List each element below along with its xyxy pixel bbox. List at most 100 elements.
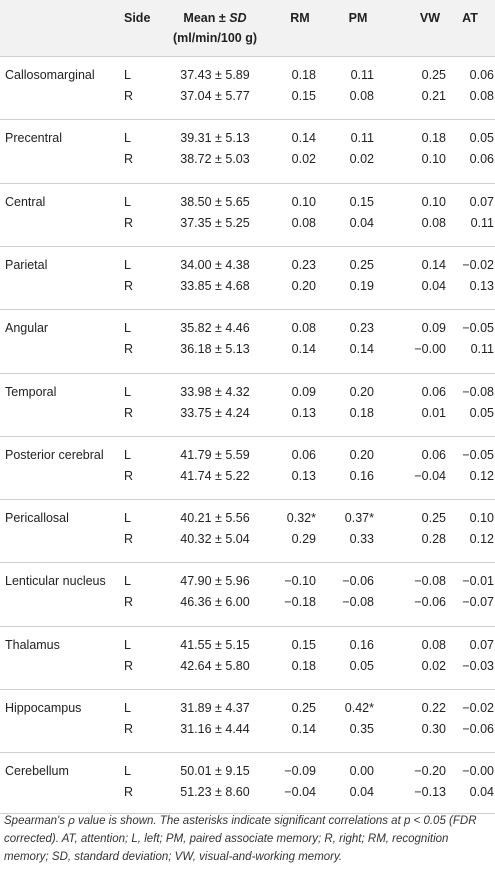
correlation: 0.13 bbox=[469, 278, 494, 293]
correlation: 0.16 bbox=[349, 637, 374, 652]
row-separator bbox=[0, 625, 495, 627]
correlation: 0.07 bbox=[469, 637, 494, 652]
correlation: −0.05 bbox=[462, 447, 494, 462]
mean-sd: 31.89 ± 4.37 bbox=[180, 701, 250, 715]
correlation: −0.06 bbox=[414, 595, 446, 610]
correlation: 0.25 bbox=[421, 68, 446, 82]
correlation: 0.11 bbox=[470, 215, 494, 230]
correlation: 0.23 bbox=[349, 321, 374, 336]
correlation: 0.20 bbox=[349, 384, 374, 399]
mean-sd: 41.79 ± 5.59 bbox=[180, 447, 250, 462]
row-separator bbox=[0, 499, 495, 501]
correlation: 0.25 bbox=[349, 257, 374, 272]
correlation: 0.37* bbox=[344, 511, 374, 526]
correlation: −0.03 bbox=[462, 658, 494, 673]
correlation: 0.08 bbox=[421, 215, 446, 230]
correlation: 0.07 bbox=[469, 194, 494, 209]
region-name: Thalamus bbox=[5, 637, 60, 652]
mean-sd: 37.43 ± 5.89 bbox=[180, 68, 250, 82]
side: L bbox=[124, 68, 131, 82]
correlation: −0.00 bbox=[414, 342, 446, 357]
side: R bbox=[124, 215, 134, 230]
header-measure: AT bbox=[462, 11, 478, 25]
correlation: 0.04 bbox=[349, 785, 374, 800]
correlation: 0.18 bbox=[291, 68, 316, 82]
correlation: 0.18 bbox=[421, 131, 446, 146]
mean-sd: 38.50 ± 5.65 bbox=[180, 194, 250, 209]
correlation: 0.14 bbox=[421, 257, 446, 272]
mean-sd: 35.82 ± 4.46 bbox=[180, 321, 250, 336]
correlation: 0.02 bbox=[349, 152, 374, 167]
region-name: Temporal bbox=[5, 384, 57, 399]
correlation: 0.35 bbox=[349, 722, 374, 736]
region-name: Angular bbox=[5, 321, 49, 336]
mean-sd: 33.75 ± 4.24 bbox=[180, 405, 250, 420]
correlation: 0.06 bbox=[469, 68, 494, 82]
region-name: Hippocampus bbox=[5, 701, 82, 715]
side: L bbox=[124, 131, 131, 146]
correlation: 0.25 bbox=[421, 511, 446, 526]
correlation: 0.06 bbox=[469, 152, 494, 167]
side: R bbox=[124, 405, 134, 420]
header-background bbox=[0, 0, 495, 56]
correlation: 0.13 bbox=[291, 405, 316, 420]
header-measure: RM bbox=[290, 11, 310, 25]
correlation: 0.16 bbox=[349, 468, 374, 483]
correlation: 0.08 bbox=[349, 89, 374, 103]
correlation: −0.09 bbox=[284, 764, 316, 779]
correlation: 0.04 bbox=[349, 215, 374, 230]
side: R bbox=[124, 152, 134, 167]
row-separator bbox=[0, 245, 495, 247]
row-separator bbox=[0, 309, 495, 311]
row-separator bbox=[0, 689, 495, 690]
correlation: −0.06 bbox=[342, 574, 374, 589]
footnote: Spearman's ρ value is shown. The asteris… bbox=[4, 815, 477, 863]
correlation: 0.33 bbox=[349, 532, 374, 547]
row-separator bbox=[0, 435, 495, 437]
region-name: Cerebellum bbox=[5, 764, 69, 779]
correlation: 0.09 bbox=[291, 384, 316, 399]
mean-sd: 31.16 ± 4.44 bbox=[180, 722, 250, 736]
side: L bbox=[124, 321, 131, 336]
mean-sd: 40.21 ± 5.56 bbox=[180, 511, 250, 526]
row-separator bbox=[0, 56, 495, 57]
region-name: Lenticular nucleus bbox=[5, 574, 106, 589]
side: R bbox=[124, 595, 134, 610]
side: L bbox=[124, 764, 131, 779]
correlation: 0.09 bbox=[421, 321, 446, 336]
side: R bbox=[124, 785, 134, 800]
side: L bbox=[124, 701, 131, 715]
correlation: 0.10 bbox=[291, 194, 316, 209]
mean-sd: 33.98 ± 4.32 bbox=[180, 384, 250, 399]
mean-sd: 41.55 ± 5.15 bbox=[180, 637, 250, 652]
correlation: 0.14 bbox=[291, 722, 316, 736]
row-separator bbox=[0, 562, 495, 564]
correlation: −0.04 bbox=[414, 468, 446, 483]
row-separator bbox=[0, 119, 495, 121]
correlation: −0.04 bbox=[284, 785, 316, 800]
correlation: 0.30 bbox=[421, 722, 446, 736]
row-separator bbox=[0, 372, 495, 374]
correlation: 0.15 bbox=[291, 89, 316, 103]
table-bottom-rule bbox=[0, 812, 495, 814]
correlation: 0.15 bbox=[291, 637, 316, 652]
correlation: 0.29 bbox=[291, 532, 316, 547]
correlation: 0.42* bbox=[344, 701, 374, 715]
mean-sd: 51.23 ± 8.60 bbox=[180, 785, 250, 800]
side: L bbox=[124, 194, 131, 209]
correlation: 0.11 bbox=[350, 68, 374, 82]
correlation: −0.13 bbox=[414, 785, 446, 800]
correlation: −0.08 bbox=[342, 595, 374, 610]
side: L bbox=[124, 384, 131, 399]
correlation: −0.08 bbox=[414, 574, 446, 589]
mean-sd: 37.04 ± 5.77 bbox=[180, 89, 250, 103]
header-measure: VW bbox=[419, 11, 441, 25]
side: R bbox=[124, 722, 134, 736]
header-mean: Mean ± SD bbox=[160, 10, 270, 26]
side: R bbox=[124, 342, 134, 357]
correlation: 0.25 bbox=[291, 701, 316, 715]
correlation: 0.14 bbox=[291, 131, 316, 146]
mean-sd: 38.72 ± 5.03 bbox=[180, 152, 250, 167]
region-name: Parietal bbox=[5, 257, 48, 272]
